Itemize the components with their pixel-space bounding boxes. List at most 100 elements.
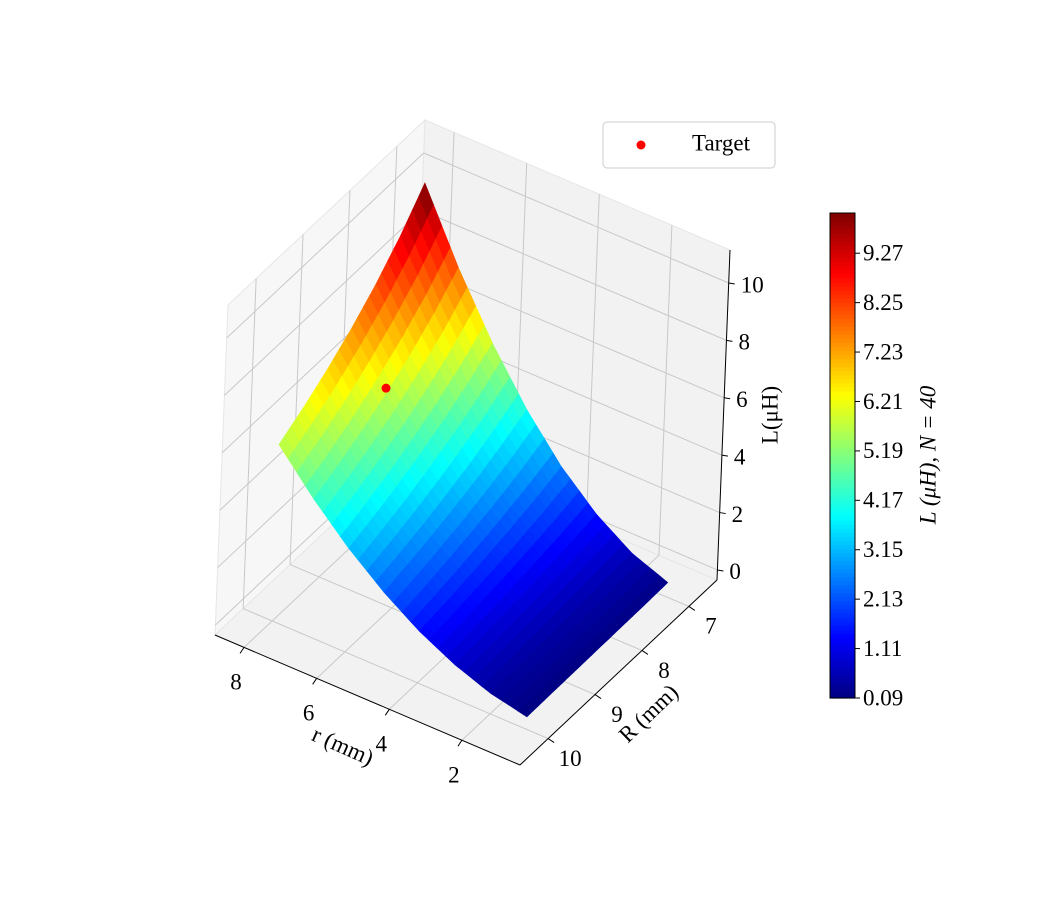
surface-patch [483, 552, 500, 570]
target-point [381, 383, 391, 393]
surface-patch [448, 506, 465, 527]
colorbar-segment [830, 613, 855, 618]
surface-patch [601, 576, 618, 591]
surface-patch [519, 591, 536, 607]
colorbar-segment [830, 241, 855, 246]
tick-mark [547, 738, 555, 743]
colorbar-segment [830, 479, 855, 485]
surface-patch [451, 267, 468, 299]
grid-line [658, 225, 673, 556]
colorbar-segment [830, 508, 855, 513]
colorbar-segment [830, 693, 855, 699]
colorbar-tick-label: 3.15 [863, 537, 903, 562]
surface-patch [520, 409, 536, 434]
surface-patch [437, 419, 454, 443]
colorbar-tick-label: 7.23 [863, 339, 903, 364]
colorbar-segment [830, 661, 855, 667]
grid-line [226, 152, 425, 339]
colorbar-segment [830, 637, 855, 643]
tick-mark [728, 282, 735, 285]
surface-patch [424, 535, 441, 555]
colorbar-segment [830, 374, 855, 380]
colorbar-tick-label: 8.25 [863, 290, 903, 315]
surface-patch [401, 564, 418, 583]
surface-patch [366, 517, 382, 538]
colorbar-segment [830, 596, 855, 602]
colorbar-segment [830, 580, 855, 586]
colorbar-tick-label: 0.09 [863, 685, 903, 710]
colorbar-label: L (μH), N = 40 [915, 385, 940, 525]
colorbar-segment [830, 366, 855, 372]
colorbar-segment [830, 326, 855, 331]
surface-patch [566, 540, 583, 557]
colorbar-segment [830, 451, 855, 457]
colorbar-segment [830, 423, 855, 428]
axis-line [716, 249, 731, 581]
colorbar-segment [830, 657, 855, 663]
colorbar-segment [830, 297, 855, 303]
colorbar-segment [830, 415, 855, 420]
colorbar-segment [830, 568, 855, 574]
colorbar-segment [830, 431, 855, 436]
colorbar-segment [830, 221, 855, 226]
x-tick-label: 2 [448, 763, 460, 788]
colorbar-segment [830, 281, 855, 287]
colorbar-segment [830, 330, 855, 335]
z-tick-label: 2 [732, 502, 744, 527]
colorbar-segment [830, 548, 855, 554]
colorbar-segment [830, 350, 855, 356]
tick-mark [594, 694, 602, 699]
surface-patch [390, 486, 406, 508]
colorbar-segment [830, 435, 855, 440]
tick-mark [726, 339, 733, 342]
legend-box [602, 121, 776, 169]
colorbar-segment [830, 439, 855, 444]
colorbar-segment [830, 504, 855, 509]
colorbar-segment [830, 499, 855, 505]
colorbar-tick-label: 5.19 [863, 438, 903, 463]
colorbar-segment [830, 536, 855, 541]
colorbar-segment [830, 362, 855, 368]
colorbar-segment [830, 609, 855, 614]
colorbar-segment [830, 301, 855, 307]
colorbar-tick-label: 4.17 [863, 488, 903, 513]
z-tick-label: 6 [736, 387, 748, 412]
surface-patch [344, 327, 361, 357]
colorbar-segment [830, 386, 855, 392]
surface-patch [531, 496, 548, 516]
colorbar-segment [830, 491, 855, 497]
colorbar-tick-label: 1.11 [863, 636, 902, 661]
colorbar-segment [830, 455, 855, 461]
colorbar-segment [830, 560, 855, 566]
surface-patch [507, 670, 524, 683]
surface-patch [460, 578, 477, 596]
grid-line [242, 608, 549, 740]
colorbar-segment [830, 370, 855, 376]
colorbar-segment [830, 520, 855, 525]
surface-patch [331, 465, 347, 488]
colorbar-segment [830, 653, 855, 659]
colorbar-segment [830, 495, 855, 501]
colorbar-segment [830, 633, 855, 638]
colorbar-segment [830, 285, 855, 291]
colorbar-segment [830, 314, 855, 319]
y-tick-label: 7 [705, 614, 717, 639]
grid-line [289, 234, 304, 565]
colorbar-segment [830, 649, 855, 655]
colorbar-segment [830, 681, 855, 687]
tick-mark [717, 569, 724, 572]
colorbar-segment [830, 443, 855, 449]
colorbar-segment [830, 588, 855, 594]
legend-label: Target [692, 130, 751, 155]
grid-line [585, 194, 600, 525]
colorbar-segment [830, 605, 855, 610]
colorbar-segment [830, 689, 855, 695]
colorbar-segment [830, 277, 855, 283]
colorbar-tick-label: 2.13 [863, 586, 903, 611]
colorbar-segment [830, 584, 855, 590]
colorbar-segment [830, 334, 855, 339]
z-tick-label: 4 [734, 444, 746, 469]
colorbar-segment [830, 261, 855, 267]
colorbar-segment [830, 310, 855, 315]
